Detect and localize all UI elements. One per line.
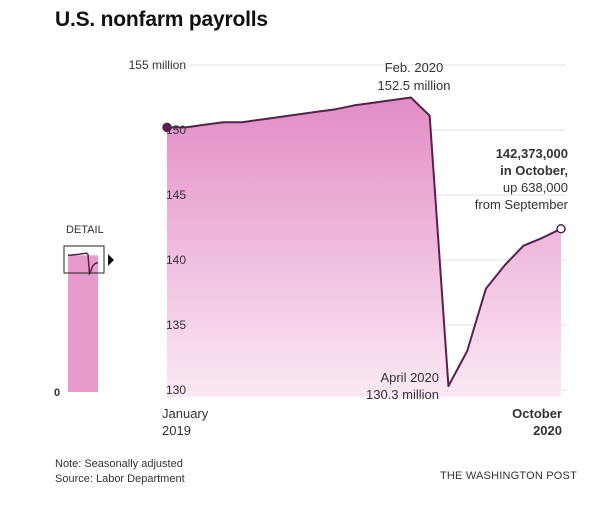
y-tick-label: 130 xyxy=(166,383,186,397)
detail-pointer-icon xyxy=(108,254,114,266)
latest-label-month: in October, xyxy=(500,163,568,178)
latest-label-change: up 638,000 xyxy=(503,180,568,195)
detail-line xyxy=(68,252,99,276)
detail-bar xyxy=(68,255,98,392)
detail-label: DETAIL xyxy=(66,224,104,236)
y-tick-label: 155 million xyxy=(129,58,186,72)
x-label-end-month: October xyxy=(512,406,562,421)
chart-title: U.S. nonfarm payrolls xyxy=(55,8,268,31)
payrolls-area xyxy=(167,97,561,397)
y-tick-label: 145 xyxy=(166,188,186,202)
peak-label-value: 152.5 million xyxy=(378,78,451,93)
x-label-end-year: 2020 xyxy=(533,423,562,438)
payrolls-line xyxy=(167,96,562,388)
peak-label-date: Feb. 2020 xyxy=(385,60,444,75)
latest-label-count: 142,373,000 xyxy=(496,146,568,161)
footer-credit: THE WASHINGTON POST xyxy=(439,470,577,482)
end-point-marker xyxy=(556,224,566,234)
start-point-marker xyxy=(162,122,172,133)
footer-note: Note: Seasonally adjusted xyxy=(55,458,183,470)
footer-notes: Note: Seasonally adjusted Source: Labor … xyxy=(55,457,185,487)
x-label-start-month: January xyxy=(162,406,209,421)
detail-zoom-box xyxy=(63,245,105,274)
x-label-start-year: 2019 xyxy=(162,423,191,438)
y-tick-label: 135 xyxy=(166,318,186,332)
trough-label-date: April 2020 xyxy=(380,370,439,385)
detail-zero-label: 0 xyxy=(54,387,60,399)
latest-label-from: from September xyxy=(475,197,569,212)
y-tick-label: 140 xyxy=(166,253,186,267)
footer-source: Source: Labor Department xyxy=(55,473,185,485)
trough-label-value: 130.3 million xyxy=(366,387,439,402)
